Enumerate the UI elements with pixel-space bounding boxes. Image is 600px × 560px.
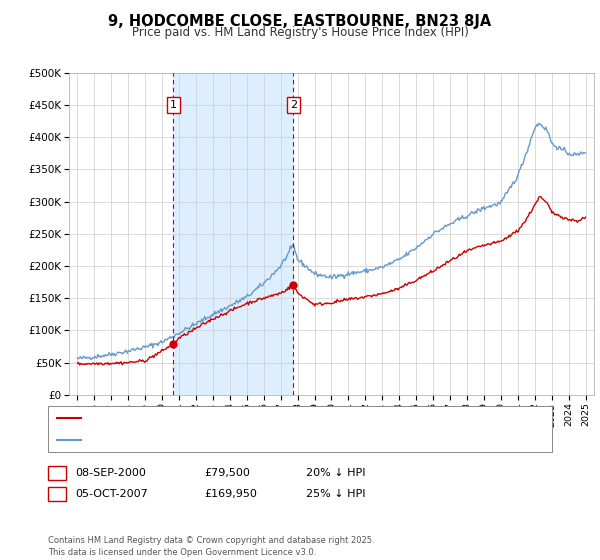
Text: £169,950: £169,950 [204,489,257,499]
Text: Contains HM Land Registry data © Crown copyright and database right 2025.
This d: Contains HM Land Registry data © Crown c… [48,536,374,557]
Text: 2: 2 [53,489,61,499]
Text: Price paid vs. HM Land Registry's House Price Index (HPI): Price paid vs. HM Land Registry's House … [131,26,469,39]
Text: 05-OCT-2007: 05-OCT-2007 [75,489,148,499]
Text: HPI: Average price, semi-detached house, Eastbourne: HPI: Average price, semi-detached house,… [86,435,354,445]
Text: 1: 1 [53,468,61,478]
Text: 20% ↓ HPI: 20% ↓ HPI [306,468,365,478]
Text: 9, HODCOMBE CLOSE, EASTBOURNE, BN23 8JA (semi-detached house): 9, HODCOMBE CLOSE, EASTBOURNE, BN23 8JA … [86,413,438,423]
Text: 2: 2 [290,100,297,110]
Text: 08-SEP-2000: 08-SEP-2000 [75,468,146,478]
Text: 25% ↓ HPI: 25% ↓ HPI [306,489,365,499]
Text: £79,500: £79,500 [204,468,250,478]
Text: 9, HODCOMBE CLOSE, EASTBOURNE, BN23 8JA: 9, HODCOMBE CLOSE, EASTBOURNE, BN23 8JA [109,14,491,29]
Text: 1: 1 [170,100,177,110]
Bar [173,73,293,395]
